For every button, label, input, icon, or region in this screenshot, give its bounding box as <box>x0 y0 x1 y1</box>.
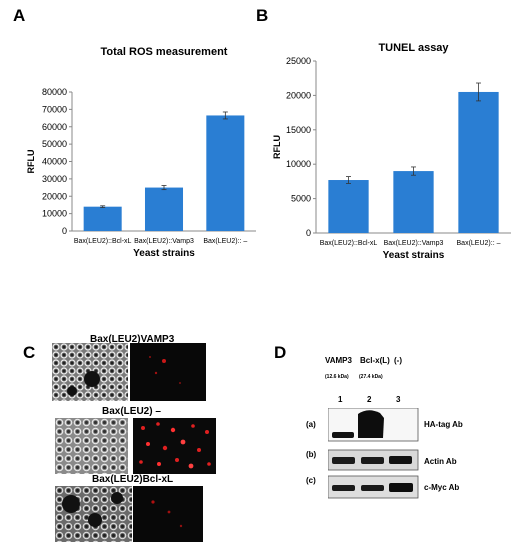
chart0-y-tick-label: 10000 <box>42 209 67 219</box>
micrograph-vamp3-brightfield-image <box>52 343 128 401</box>
chart1-bar <box>458 91 499 234</box>
chart1-bar <box>328 180 369 233</box>
chart0-bar <box>206 115 245 231</box>
blot-band-cmyc-lane1 <box>332 485 355 491</box>
panel-letter-b: B <box>256 6 269 25</box>
micrograph-bclxl-brightfield <box>55 486 132 542</box>
micrograph-empty-fluorescence-image <box>139 422 211 469</box>
chart0-category-label: Bax(LEU2)::Vamp3 <box>134 238 194 245</box>
blot-row-tag-c: (c) <box>306 476 316 485</box>
micro-label-vamp3: Bax(LEU2)VAMP3 <box>90 334 175 345</box>
micro-label-empty: Bax(LEU2) – <box>102 406 161 417</box>
chart0-y-tick-label: 70000 <box>42 104 67 114</box>
blot-row-label-actin: Actin Ab <box>424 457 457 466</box>
chart1-y-tick-label: 25000 <box>286 56 311 66</box>
chart1-y-tick-label: 5000 <box>291 194 311 204</box>
blot-band-actin-lane1 <box>332 457 355 464</box>
chart1-title: TUNEL assay <box>378 42 449 54</box>
blot-row-tag-b: (b) <box>306 450 317 459</box>
chart1-category-label: Bax(LEU2)::Vamp3 <box>384 240 444 247</box>
blot-size-vamp3: (12.6 kDa) <box>325 374 349 380</box>
chart0-y-tick-label: 0 <box>62 226 67 236</box>
chart0-y-tick-label: 30000 <box>42 174 67 184</box>
micrograph-bclxl-brightfield-image <box>55 486 132 542</box>
western-blot-membrane <box>328 408 419 499</box>
micrograph-bclxl-fluorescence <box>133 486 203 542</box>
blot-band-ha-lane2 <box>358 410 384 438</box>
chart0-category-label: Bax(LEU2):: – <box>203 238 247 245</box>
blot-column-bclxl: Bcl-x(L) <box>360 356 390 365</box>
chart0-x-axis-label: Yeast strains <box>133 248 195 259</box>
chart0-y-tick-label: 60000 <box>42 122 67 132</box>
blot-band-cmyc-lane2 <box>361 485 384 491</box>
panel-letter-c: C <box>23 343 36 362</box>
micrograph-bclxl-fluorescence-image <box>151 500 183 528</box>
micrograph-vamp3-fluorescence <box>130 343 206 401</box>
chart0-y-tick-label: 50000 <box>42 139 67 149</box>
chart1-y-tick-label: 0 <box>306 228 311 238</box>
micrograph-empty-fluorescence <box>133 418 216 474</box>
chart0-y-tick-label: 80000 <box>42 87 67 97</box>
micrograph-empty-brightfield <box>55 418 128 474</box>
chart1-x-axis-label: Yeast strains <box>383 250 445 261</box>
chart1-category-label: Bax(LEU2)::Bcl-xL <box>320 240 378 247</box>
micrograph-empty-brightfield-image <box>55 418 128 474</box>
chart0-category-label: Bax(LEU2)::Bcl-xL <box>74 238 132 245</box>
blot-row-label-ha: HA-tag Ab <box>424 420 463 429</box>
micrograph-vamp3-brightfield <box>52 343 128 401</box>
blot-size-bclxl: (27.4 kDa) <box>359 374 383 380</box>
chart1-bar <box>393 171 434 233</box>
chart1-y-tick-label: 15000 <box>286 125 311 135</box>
panel-letter-a: A <box>13 6 26 25</box>
micro-label-bclxl: Bax(LEU2)Bcl-xL <box>92 474 174 485</box>
chart0-title: Total ROS measurement <box>101 46 228 58</box>
chart0-y-axis-label: RFLU <box>26 150 36 174</box>
blot-band-ha-lane1 <box>332 432 354 438</box>
blot-band-cmyc-lane3 <box>389 483 413 492</box>
panel-letter-d: D <box>274 343 287 362</box>
chart0-y-tick-label: 20000 <box>42 191 67 201</box>
chart0-bar <box>144 187 184 231</box>
blot-lane-2: 2 <box>367 395 372 404</box>
blot-lane-3: 3 <box>396 395 401 404</box>
chart1-y-tick-label: 10000 <box>286 159 311 169</box>
blot-column-vamp3: VAMP3 <box>325 356 352 365</box>
chart1-category-label: Bax(LEU2):: – <box>457 240 501 247</box>
blot-band-actin-lane3 <box>389 456 412 464</box>
chart-tunel-assay: TUNEL assay 0 5000 10000 15000 20000 25000 Bax(… <box>272 42 511 261</box>
micrograph-vamp3-fluorescence-image <box>149 356 181 384</box>
chart-total-ros: Total ROS measurement 0 10000 20000 30000 400… <box>26 46 256 259</box>
chart0-bar <box>83 206 122 231</box>
blot-row-label-cmyc: c-Myc Ab <box>424 483 460 492</box>
chart1-y-tick-label: 20000 <box>286 90 311 100</box>
chart1-y-axis-label: RFLU <box>272 135 282 159</box>
blot-band-actin-lane2 <box>361 457 384 464</box>
blot-row-tag-a: (a) <box>306 420 316 429</box>
chart0-y-tick-label: 40000 <box>42 157 67 167</box>
blot-lane-1: 1 <box>338 395 343 404</box>
blot-column-empty: (-) <box>394 356 402 365</box>
